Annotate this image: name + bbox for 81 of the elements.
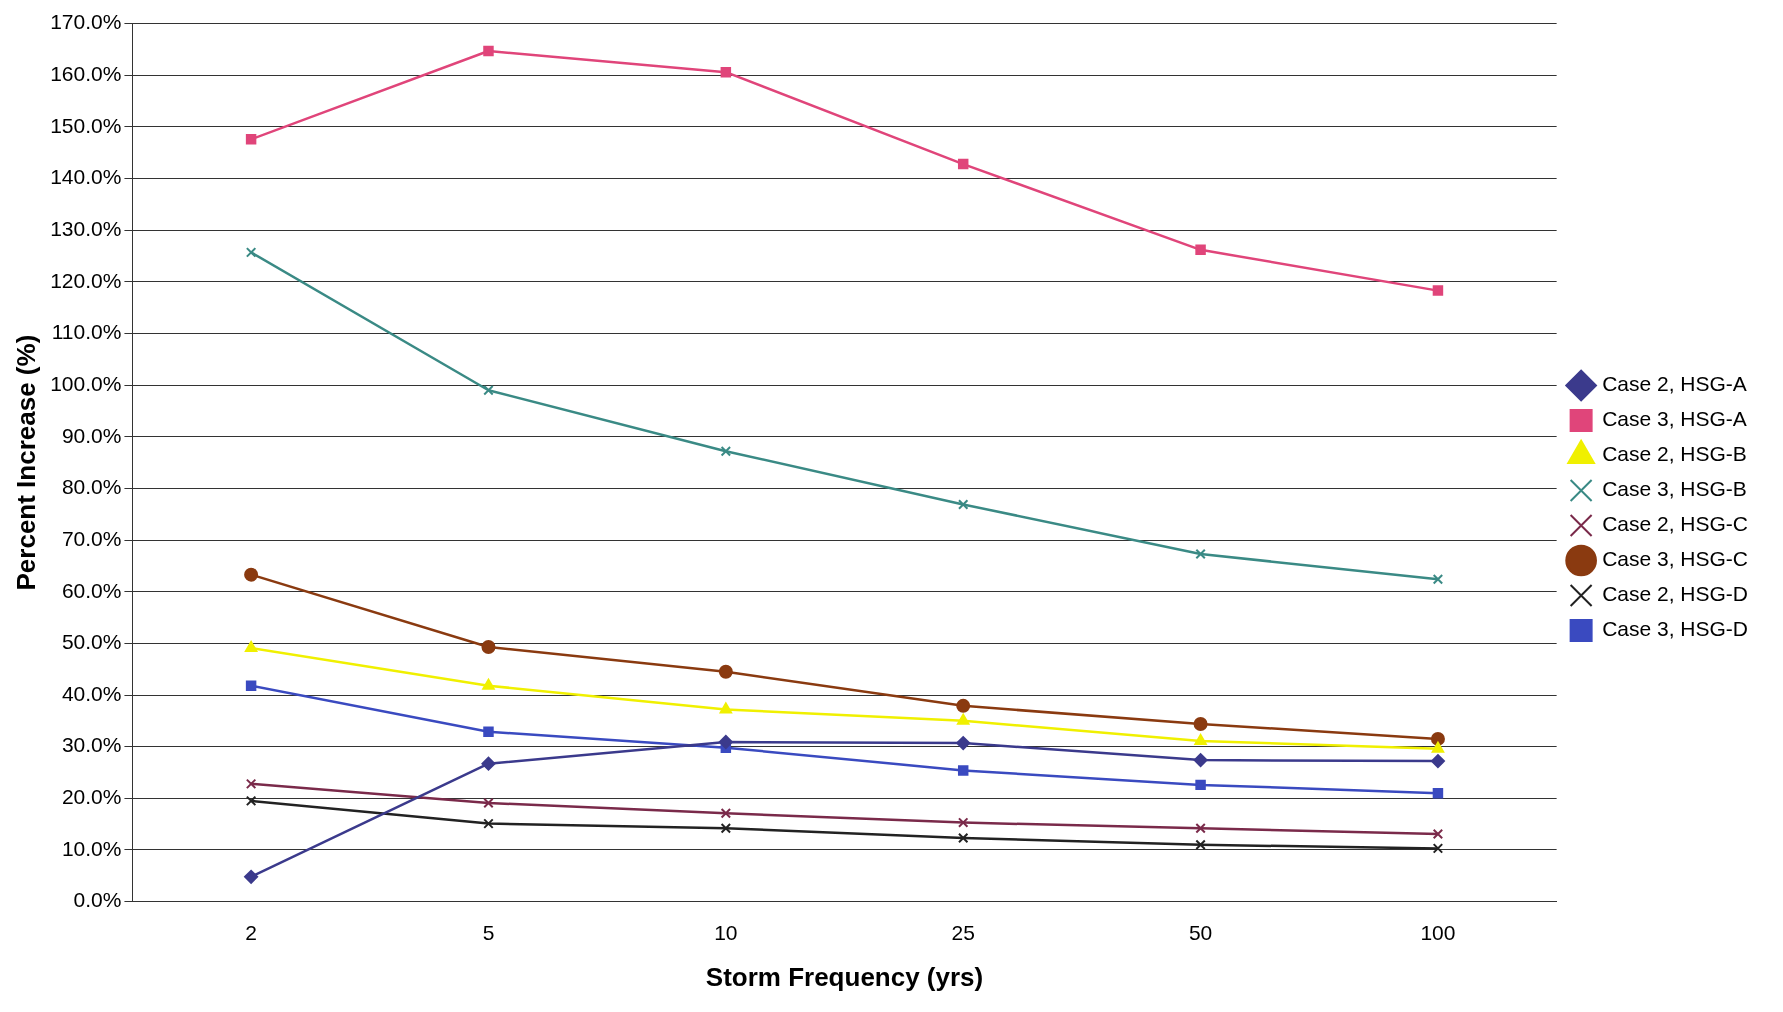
point — [957, 817, 969, 828]
legend-label: Case 2, HSG-A — [1602, 372, 1747, 396]
legend-label: Case 3, HSG-D — [1602, 617, 1748, 641]
point — [482, 678, 495, 690]
legend-label: Case 2, HSG-D — [1602, 582, 1748, 606]
y-tick-label: 150.0% — [50, 113, 122, 137]
point — [483, 818, 494, 829]
point — [956, 698, 971, 713]
point — [957, 832, 969, 844]
point — [1432, 843, 1444, 854]
y-tick-label: 20.0% — [61, 785, 122, 809]
legend-label: Case 2, HSG-B — [1602, 442, 1747, 466]
x-tick-label: 50 — [1188, 921, 1213, 944]
point — [483, 726, 494, 737]
legend-label: Case 3, HSG-B — [1602, 477, 1747, 501]
point — [1195, 779, 1206, 791]
point — [1195, 823, 1206, 834]
point — [245, 795, 257, 807]
point — [1195, 244, 1206, 256]
point — [1430, 754, 1445, 769]
point — [244, 641, 258, 653]
x-axis-title: Storm Frequency (yrs) — [705, 961, 984, 992]
y-tick-label: 40.0% — [61, 681, 122, 705]
point — [957, 713, 970, 725]
y-tick-label: 140.0% — [50, 165, 122, 189]
point — [1432, 285, 1444, 296]
y-tick-label: 100.0% — [50, 371, 122, 395]
point — [245, 247, 257, 258]
point — [1195, 839, 1206, 851]
y-tick-label: 30.0% — [61, 733, 122, 757]
point — [245, 680, 257, 691]
point — [481, 639, 496, 654]
point — [720, 823, 732, 834]
point — [720, 446, 732, 457]
point — [957, 765, 969, 776]
y-tick-label: 70.0% — [61, 526, 122, 550]
legend-label: Case 3, HSG-A — [1602, 407, 1747, 431]
point — [1430, 731, 1445, 746]
point — [483, 385, 494, 396]
point — [244, 869, 259, 884]
y-tick-label: 90.0% — [61, 423, 122, 447]
legend-label: Case 3, HSG-C — [1602, 547, 1748, 571]
y-tick-label: 10.0% — [61, 836, 122, 860]
y-tick-label: 0.0% — [73, 888, 122, 912]
point — [1193, 716, 1208, 731]
point — [483, 797, 494, 809]
point — [957, 158, 969, 170]
x-tick-label: 2 — [245, 921, 257, 944]
point — [957, 499, 969, 510]
point — [956, 736, 971, 751]
point — [1194, 733, 1207, 745]
point — [245, 134, 257, 145]
point — [1431, 741, 1445, 753]
point — [1432, 574, 1444, 585]
y-tick-label: 60.0% — [61, 578, 122, 602]
y-tick-label: 120.0% — [50, 268, 122, 292]
point — [720, 66, 732, 78]
y-tick-label: 80.0% — [61, 475, 122, 499]
point — [1193, 753, 1208, 768]
y-tick-label: 130.0% — [50, 216, 122, 240]
point — [719, 702, 733, 714]
x-tick-label: 100 — [1420, 921, 1456, 944]
y-axis-title: Percent Increase (%) — [10, 334, 41, 591]
y-tick-label: 170.0% — [50, 10, 122, 34]
point — [481, 756, 496, 771]
legend-label: Case 2, HSG-C — [1602, 512, 1748, 536]
point — [1432, 828, 1444, 840]
x-tick-label: 10 — [714, 921, 738, 944]
point — [1195, 548, 1206, 560]
point — [718, 735, 733, 750]
y-tick-label: 50.0% — [61, 630, 122, 654]
point — [720, 808, 732, 819]
point — [718, 664, 733, 679]
x-tick-label: 25 — [951, 921, 975, 944]
y-tick-label: 110.0% — [51, 320, 122, 344]
y-tick-label: 160.0% — [50, 62, 122, 86]
point — [483, 45, 494, 57]
point — [244, 567, 259, 582]
x-tick-label: 5 — [482, 921, 495, 944]
point — [1432, 787, 1444, 799]
point — [245, 778, 257, 790]
